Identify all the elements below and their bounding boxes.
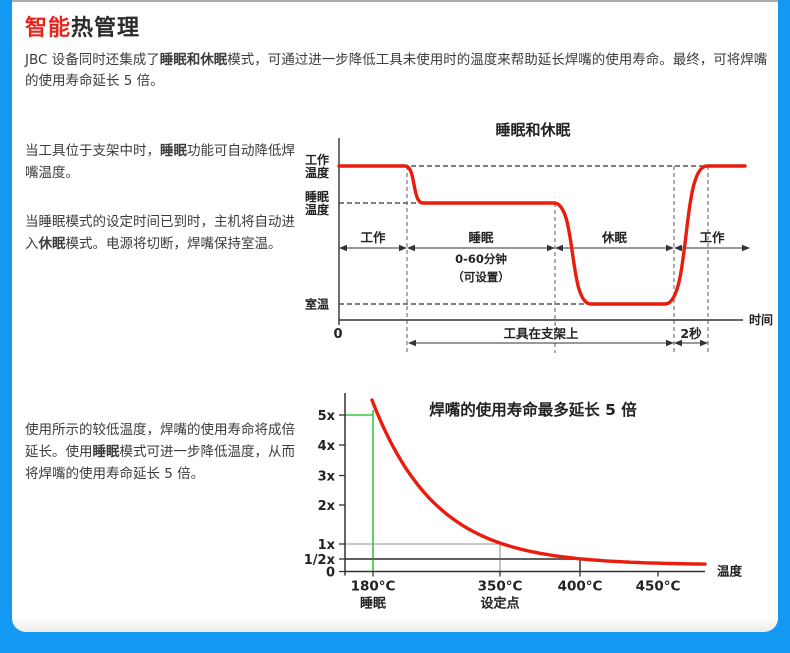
content-card: 智能热管理 JBC 设备同时还集成了睡眠和休眠模式，可通过进一步降低工具未使用时… (12, 0, 778, 632)
life-curve (370, 398, 707, 566)
text-segment: 睡眠 (160, 143, 187, 159)
x-tick-label: 400°C (558, 579, 603, 595)
x-axis-label: 时间 (749, 312, 773, 327)
y-tick-label: 2x (318, 499, 336, 514)
x-tick-label: 350°C (478, 579, 523, 595)
arrowhead (742, 244, 750, 252)
y-level-label: 工作 (305, 152, 329, 167)
arrowhead (407, 244, 415, 252)
arrowhead (339, 244, 347, 252)
y-tick-label: 1x (318, 538, 336, 553)
arrowhead (666, 339, 674, 347)
text-segment: 智能 (25, 16, 72, 41)
arrowhead (547, 244, 555, 252)
text-segment: 模式，可通过进一步降低工具未使用时的温度来帮助延长焊嘴的使用寿命。最终，可将焊嘴… (25, 52, 768, 89)
y-level-label: 温度 (305, 165, 330, 180)
text-segment: 模式可进一步降低温度，从而将焊嘴的使用寿命延长 5 倍。 (25, 444, 295, 482)
y-tick-label: 4x (318, 439, 336, 454)
tip-life-chart: 焊嘴的使用寿命最多延长 5 倍温度 5x 4x 3x 2x 1x1/2x0 180°C睡眠 3… (304, 393, 743, 612)
text-segment: 当工具位于支架中时， (25, 143, 160, 159)
arrowhead (674, 244, 682, 252)
y-tick-label: 5x (318, 409, 336, 424)
card-bottom-fade (12, 618, 778, 632)
phase-sub-label: （可设置） (452, 270, 510, 284)
y-tick-label: 0 (326, 566, 335, 581)
y-level-label: 室温 (305, 297, 329, 312)
text-segment: 模式。电源将切断，焊嘴保持室温。 (65, 236, 282, 252)
arrowhead (408, 339, 416, 347)
y-level-label: 睡眠 (305, 189, 329, 204)
arrowhead (666, 244, 674, 252)
side-note-tip-life: 使用所示的较低温度，焊嘴的使用寿命将成倍延长。使用睡眠模式可进一步降低温度，从而… (25, 419, 299, 485)
x-tick-label: 450°C (636, 579, 681, 595)
x-tick-sub-label: 设定点 (480, 596, 519, 612)
text-segment: 功能可自动降低焊嘴温度。 (25, 143, 295, 181)
x-tick-label: 180°C (351, 579, 396, 595)
text-segment: JBC 设备同时还集成了 (25, 52, 160, 68)
top-divider (12, 0, 778, 2)
phase-label: 休眠 (601, 230, 628, 245)
y-tick-label: 1/2x (304, 553, 336, 568)
arrowhead (700, 339, 708, 347)
phase-label: 工作 (360, 230, 386, 245)
temperature-curve (337, 164, 747, 306)
arrowhead (399, 244, 407, 252)
text-segment: 睡眠 (92, 444, 120, 460)
text-segment: 睡眠和休眠 (159, 52, 228, 68)
page-title: 智能热管理 (25, 10, 140, 42)
span-label: 工具在支架上 (503, 326, 579, 341)
arrowhead (674, 339, 682, 347)
x-tick-sub-label: 睡眠 (360, 596, 386, 612)
text-segment: 使用所示的较低温度，焊嘴的使用寿命将成倍延长。使用 (25, 422, 295, 460)
y-tick-label: 3x (318, 470, 336, 485)
origin-label: 0 (333, 327, 342, 342)
intro-paragraph: JBC 设备同时还集成了睡眠和休眠模式，可通过进一步降低工具未使用时的温度来帮助… (25, 50, 773, 92)
text-segment: 休眠 (38, 236, 66, 252)
phase-label: 工作 (699, 230, 725, 245)
phase-label: 睡眠 (468, 230, 494, 245)
side-note-hibernation: 当睡眠模式的设定时间已到时，主机将自动进入休眠模式。电源将切断，焊嘴保持室温。 (25, 211, 299, 255)
phase-sub-label: 0-60分钟 (455, 252, 507, 266)
y-level-label: 温度 (305, 202, 330, 217)
chart-title: 焊嘴的使用寿命最多延长 5 倍 (429, 400, 637, 419)
chart-title: 睡眠和休眠 (495, 121, 570, 139)
text-segment: 热管理 (71, 16, 141, 41)
x-axis-label: 温度 (717, 564, 743, 579)
text-segment: 当睡眠模式的设定时间已到时，主机将自动进入 (25, 214, 295, 252)
arrowhead (555, 244, 563, 252)
span-label: 2秒 (680, 326, 702, 341)
side-note-sleep: 当工具位于支架中时，睡眠功能可自动降低焊嘴温度。 (25, 140, 299, 184)
